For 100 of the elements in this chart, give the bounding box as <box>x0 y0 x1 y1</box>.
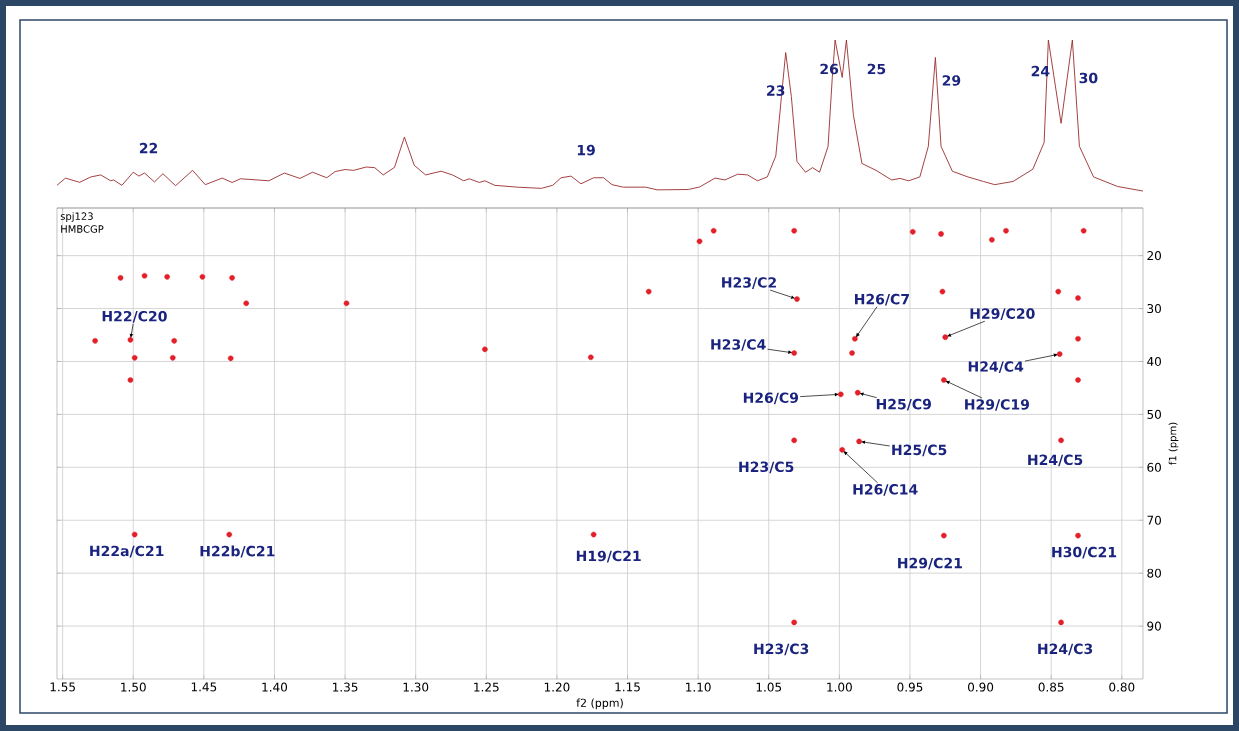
point <box>590 531 597 538</box>
point <box>1003 227 1009 234</box>
point <box>1075 532 1081 539</box>
x-tick-label: 1.55 <box>50 682 75 692</box>
y-axis-title: f1 (ppm) <box>1168 422 1179 465</box>
x-tick-label: 0.95 <box>897 682 923 692</box>
point <box>199 274 206 280</box>
point <box>938 231 944 237</box>
point <box>941 532 947 539</box>
annotation: spj123 <box>60 212 93 222</box>
point <box>1058 619 1064 626</box>
x-tick-label: 1.20 <box>544 682 570 692</box>
point <box>164 274 170 280</box>
y-tick-label: 50 <box>1147 409 1161 419</box>
x-tick-label: 0.80 <box>1109 682 1135 692</box>
annotation: H25/C9 <box>876 398 931 411</box>
annotation: H26/C14 <box>853 484 918 496</box>
point <box>117 275 124 281</box>
point <box>645 288 652 295</box>
point <box>837 391 844 398</box>
x-tick-label: 0.90 <box>968 682 994 692</box>
annotation: H23/C2 <box>722 277 776 289</box>
x-tick-label: 1.50 <box>121 682 146 692</box>
point <box>131 531 138 538</box>
point <box>856 438 862 445</box>
annotation: 26 <box>820 63 839 75</box>
annotation: H26/C7 <box>855 293 909 306</box>
point <box>1056 351 1063 357</box>
x-axis-title: f2 (ppm) <box>576 698 623 710</box>
annotation: 23 <box>767 85 785 96</box>
x-tick-label: 1.25 <box>474 682 499 692</box>
annotation: H22a/C21 <box>90 545 164 558</box>
point <box>1055 288 1062 295</box>
annotation: 24 <box>1031 65 1050 77</box>
y-tick-label: 40 <box>1147 356 1161 367</box>
y-tick-label: 80 <box>1147 568 1161 578</box>
annotation: H26/C9 <box>743 392 799 405</box>
annotation: 30 <box>1079 72 1098 84</box>
y-tick-label: 90 <box>1147 621 1161 631</box>
y-tick-label: 20 <box>1147 251 1161 261</box>
annotation: H29/C20 <box>970 308 1035 320</box>
point <box>942 334 949 340</box>
y-tick-label: 60 <box>1147 462 1161 472</box>
point <box>92 338 98 344</box>
point <box>989 236 995 243</box>
point <box>854 389 861 396</box>
x-tick-label: 0.85 <box>1038 682 1064 692</box>
point <box>849 350 855 356</box>
annotation: H29/C19 <box>965 399 1030 411</box>
point <box>343 300 350 307</box>
point <box>243 300 250 307</box>
annotation: H24/C3 <box>1038 643 1093 656</box>
point <box>131 354 138 361</box>
y-tick-label: 30 <box>1147 304 1161 314</box>
point <box>852 335 858 342</box>
point <box>1058 437 1064 444</box>
point <box>171 338 177 344</box>
point <box>588 354 594 361</box>
point <box>127 377 134 383</box>
annotation: H23/C5 <box>739 461 794 474</box>
x-tick-label: 1.40 <box>262 682 288 692</box>
annotation: H23/C4 <box>711 339 766 351</box>
point <box>791 619 797 626</box>
point <box>169 354 176 361</box>
point <box>909 229 916 235</box>
point <box>710 227 717 234</box>
annotation: H22b/C21 <box>200 545 275 558</box>
x-tick-label: 1.30 <box>403 682 429 692</box>
point <box>791 437 797 444</box>
point <box>696 238 703 245</box>
annotation: H25/C5 <box>892 444 947 457</box>
annotation: 25 <box>867 63 886 75</box>
point <box>939 288 946 295</box>
annotation: H29/C21 <box>898 557 962 570</box>
point <box>1075 295 1081 301</box>
point <box>226 531 233 538</box>
annotation: H19/C21 <box>576 550 641 563</box>
x-tick-label: 1.00 <box>827 682 852 692</box>
annotation: HMBCGP <box>61 225 104 233</box>
annotation: 19 <box>577 144 595 156</box>
point <box>794 296 800 302</box>
point <box>229 275 235 281</box>
y-tick-label: 70 <box>1147 515 1161 525</box>
annotation: H23/C3 <box>754 643 809 656</box>
point <box>127 336 134 343</box>
annotation: H24/C5 <box>1028 454 1083 467</box>
x-tick-label: 1.45 <box>191 682 217 692</box>
point <box>1080 227 1087 234</box>
point <box>791 227 797 234</box>
x-tick-label: 1.15 <box>615 682 640 692</box>
x-tick-label: 1.35 <box>333 682 358 692</box>
x-tick-label: 1.05 <box>756 682 782 692</box>
point <box>482 346 488 353</box>
point <box>1075 377 1081 383</box>
annotation: 29 <box>942 75 961 86</box>
x-tick-label: 1.10 <box>686 682 711 692</box>
point <box>1075 335 1081 342</box>
annotation: 22 <box>139 142 158 154</box>
annotation: H30/C21 <box>1052 546 1117 559</box>
point <box>227 355 234 362</box>
